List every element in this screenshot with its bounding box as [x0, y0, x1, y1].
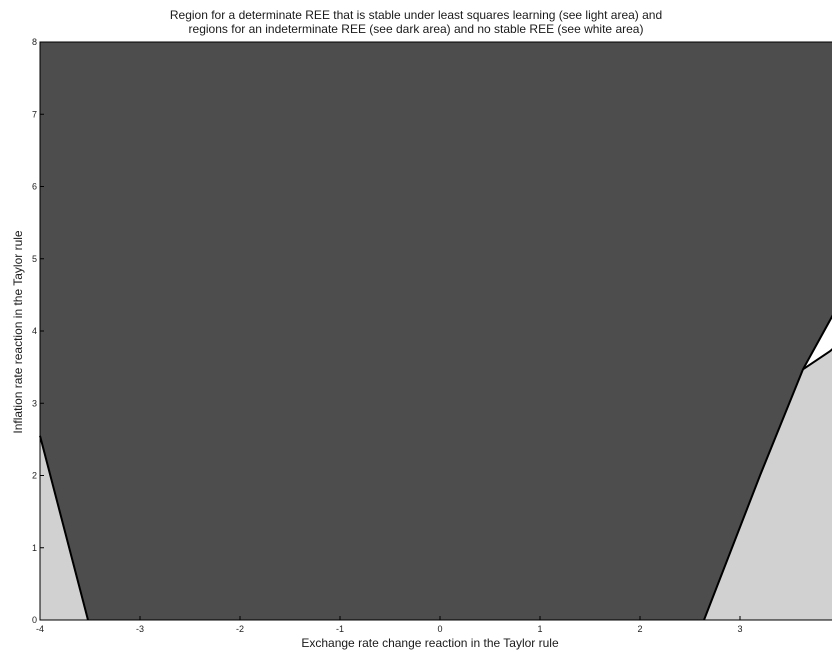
y-tick-3: 3 — [32, 398, 44, 408]
y-tick-label: 8 — [32, 37, 37, 47]
boundary-line-0 — [39, 435, 89, 621]
x-axis-label: Exchange rate change reaction in the Tay… — [301, 636, 559, 650]
x-tick-1: -3 — [136, 616, 144, 634]
y-tick-1: 1 — [32, 543, 44, 553]
y-tick-label: 3 — [32, 398, 37, 408]
y-tick-4: 4 — [32, 326, 44, 336]
region-dark-0 — [40, 42, 832, 620]
x-tick-7: 3 — [737, 616, 743, 634]
x-tick-2: -2 — [236, 616, 244, 634]
boundary-line-2 — [802, 348, 832, 371]
y-tick-5: 5 — [32, 254, 44, 264]
x-tick-label: 3 — [737, 624, 742, 634]
chart-subtitle: regions for an indeterminate REE (see da… — [188, 22, 644, 36]
y-tick-7: 7 — [32, 109, 44, 119]
x-tick-label: 1 — [537, 624, 542, 634]
x-tick-label: -4 — [36, 624, 44, 634]
x-tick-label: -3 — [136, 624, 144, 634]
x-tick-3: -1 — [336, 616, 344, 634]
y-tick-8: 8 — [32, 37, 44, 47]
region-light-2 — [704, 349, 832, 620]
x-tick-label: -1 — [336, 624, 344, 634]
x-tick-label: 2 — [637, 624, 642, 634]
chart-title: Region for a determinate REE that is sta… — [169, 8, 663, 22]
x-tick-label: -2 — [236, 624, 244, 634]
x-tick-4: 0 — [437, 616, 443, 634]
x-tick-0: -4 — [36, 616, 44, 634]
x-tick-label: 0 — [437, 624, 442, 634]
y-tick-label: 5 — [32, 254, 37, 264]
boundary-line-1 — [703, 314, 832, 621]
y-tick-0: 0 — [32, 615, 44, 625]
y-tick-2: 2 — [32, 471, 44, 481]
y-tick-6: 6 — [32, 182, 44, 192]
y-tick-label: 0 — [32, 615, 37, 625]
x-tick-5: 1 — [537, 616, 543, 634]
y-tick-label: 7 — [32, 109, 37, 119]
y-tick-label: 1 — [32, 543, 37, 553]
y-axis-label: Inflation rate reaction in the Taylor ru… — [11, 230, 25, 434]
y-tick-label: 6 — [32, 182, 37, 192]
y-tick-label: 2 — [32, 471, 37, 481]
x-tick-6: 2 — [637, 616, 643, 634]
y-tick-label: 4 — [32, 326, 37, 336]
